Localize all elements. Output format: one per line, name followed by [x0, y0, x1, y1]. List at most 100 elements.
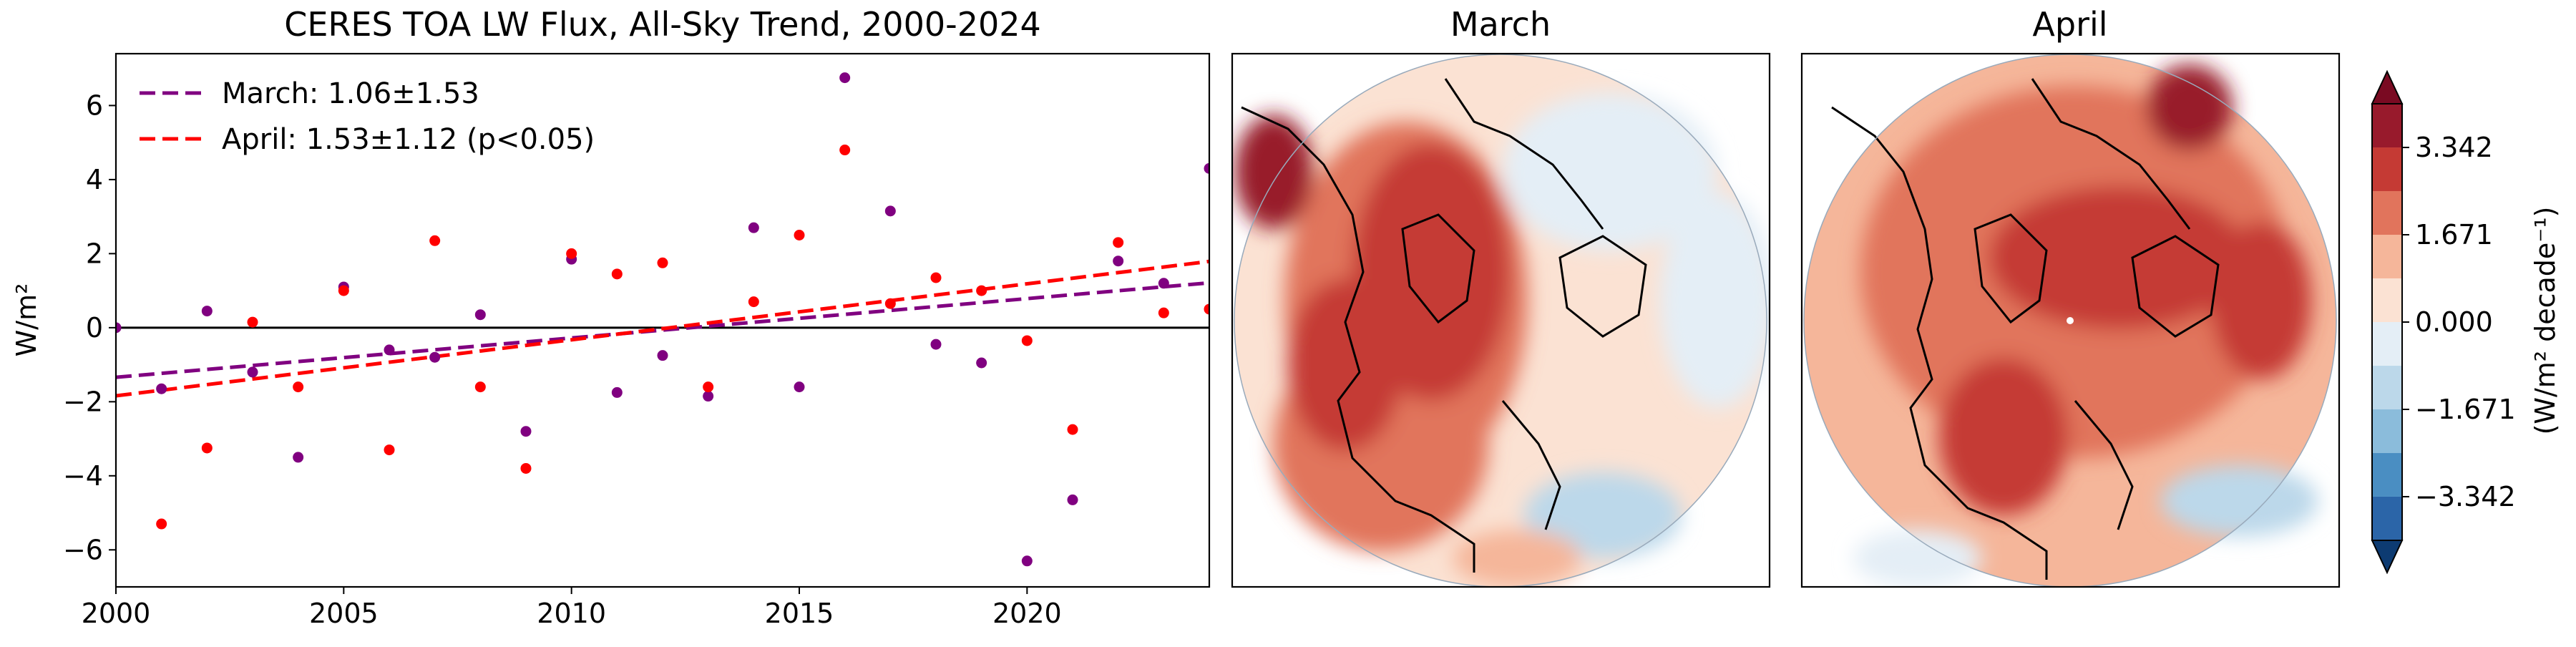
data-point-1 — [794, 230, 805, 241]
data-point-1 — [1021, 335, 1033, 346]
april-map-title: April — [2032, 5, 2107, 44]
colorbar-cell — [2372, 190, 2402, 235]
legend-label-0: March: 1.06±1.53 — [222, 77, 479, 110]
data-point-0 — [611, 386, 623, 398]
y-tick-label: 0 — [86, 312, 103, 344]
y-tick-label: −2 — [63, 386, 103, 417]
x-tick-label: 2015 — [765, 598, 834, 629]
map-region-extreme-positive — [1234, 115, 1313, 229]
y-tick-label: 6 — [86, 89, 103, 121]
data-point-0 — [247, 366, 258, 378]
legend: March: 1.06±1.53 April: 1.53±1.12 (p<0.05… — [140, 77, 595, 156]
colorbar-cell — [2372, 278, 2402, 322]
data-point-0 — [703, 391, 714, 402]
colorbar-extend-high — [2371, 69, 2404, 104]
march-map-panel: March — [1231, 5, 1771, 588]
map-region-extreme-positive — [2147, 64, 2233, 150]
april-map-panel: April — [1800, 5, 2341, 588]
colorbar-cell — [2372, 235, 2402, 278]
data-point-0 — [794, 381, 805, 393]
colorbar-tick-label: 3.342 — [2415, 132, 2493, 163]
data-point-1 — [1067, 424, 1078, 435]
data-point-0 — [520, 426, 532, 437]
data-point-0 — [657, 350, 668, 361]
y-tick-label: 2 — [86, 238, 103, 269]
y-tick-label: 4 — [86, 164, 103, 195]
colorbar: 3.342 1.671 0.000 −1.671 −3.342 (W/m² decade… — [2371, 69, 2561, 575]
data-point-1 — [429, 235, 441, 246]
colorbar-tick-label: 0.000 — [2415, 306, 2493, 338]
data-point-1 — [156, 518, 167, 530]
march-coastlines — [1241, 78, 1647, 573]
data-point-1 — [338, 285, 349, 296]
trend-line-1 — [116, 259, 1209, 398]
plot-frame — [114, 52, 1211, 588]
data-point-0 — [1021, 555, 1033, 567]
x-tick-label: 2010 — [537, 598, 606, 629]
x-tick-label: 2005 — [309, 598, 379, 629]
map-region-near-zero — [1503, 93, 1717, 250]
colorbar-cell — [2372, 366, 2402, 409]
map-region-strong-positive — [2211, 222, 2311, 379]
colorbar-cell — [2372, 453, 2402, 497]
april-map-frame — [1800, 52, 2341, 588]
data-point-1 — [1113, 237, 1124, 248]
data-point-0 — [930, 339, 942, 350]
data-point-0 — [384, 344, 395, 356]
colorbar-tick-label: −3.342 — [2415, 481, 2516, 512]
data-point-0 — [116, 322, 122, 334]
data-point-1 — [293, 381, 304, 393]
march-map-frame — [1231, 52, 1771, 588]
data-point-1 — [611, 268, 623, 280]
north-pole-marker — [2067, 317, 2074, 324]
map-region-strong-positive — [1288, 279, 1402, 451]
map-region-near-zero — [1660, 193, 1770, 408]
data-point-0 — [156, 383, 167, 394]
data-point-0 — [1113, 256, 1124, 267]
map-region-strong-positive — [1939, 358, 2068, 515]
data-point-0 — [748, 222, 759, 233]
data-point-1 — [976, 285, 987, 296]
data-point-0 — [1067, 494, 1078, 505]
legend-label-1: April: 1.53±1.12 (p<0.05) — [222, 123, 595, 156]
data-point-1 — [703, 381, 714, 393]
map-region-negative — [2161, 465, 2318, 537]
colorbar-cell — [2372, 409, 2402, 454]
data-point-1 — [839, 145, 851, 156]
colorbar-cell — [2372, 104, 2402, 148]
data-point-1 — [247, 316, 258, 328]
y-axis-label: W/m² — [11, 283, 42, 357]
data-point-0 — [429, 351, 441, 363]
data-point-0 — [293, 452, 304, 463]
data-point-0 — [839, 72, 851, 84]
map-region-weak-positive — [1453, 530, 1581, 587]
data-point-1 — [884, 298, 896, 309]
chart-title: CERES TOA LW Flux, All-Sky Trend, 2000-2… — [284, 5, 1041, 44]
map-region-strong-positive — [1989, 186, 2247, 329]
data-point-1 — [474, 381, 486, 393]
data-point-0 — [884, 205, 896, 217]
data-point-1 — [520, 462, 532, 474]
data-point-0 — [1158, 278, 1169, 289]
colorbar-tick-label: −1.671 — [2415, 394, 2516, 425]
data-point-1 — [384, 444, 395, 456]
colorbar-cell — [2372, 147, 2402, 191]
trend-scatter-chart: CERES TOA LW Flux, All-Sky Trend, 2000-2… — [11, 5, 1211, 629]
data-point-0 — [201, 306, 213, 317]
april-map-anomaly-field — [1853, 64, 2318, 587]
data-point-1 — [1158, 307, 1169, 318]
data-point-0 — [1204, 162, 1209, 174]
y-tick-label: −6 — [63, 534, 103, 565]
colorbar-extend-low — [2371, 540, 2404, 575]
data-point-0 — [976, 357, 987, 369]
data-point-1 — [748, 296, 759, 308]
data-point-1 — [566, 248, 577, 259]
colorbar-cell — [2372, 496, 2402, 540]
colorbar-cell — [2372, 322, 2402, 366]
map-region-near-zero — [1853, 530, 1982, 587]
x-tick-label: 2000 — [82, 598, 151, 629]
data-point-1 — [657, 257, 668, 268]
y-tick-label: −4 — [63, 460, 103, 492]
